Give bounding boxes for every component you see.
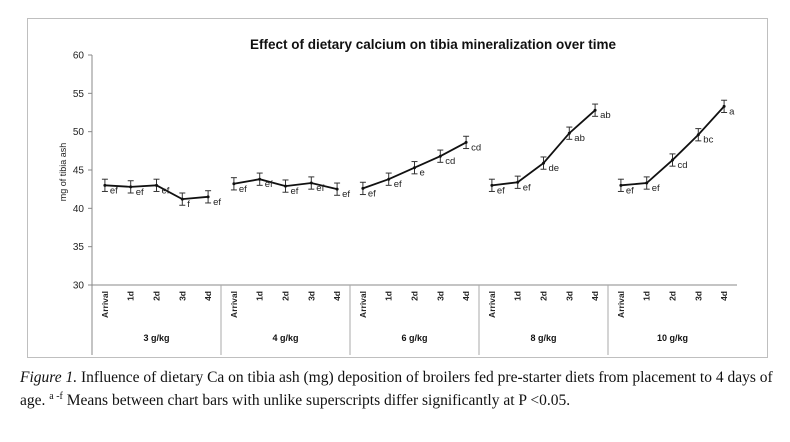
data-point <box>567 131 571 135</box>
data-point <box>593 108 597 112</box>
y-axis-label: mg of tibia ash <box>58 143 68 202</box>
significance-letter: a <box>729 106 735 117</box>
group-label: 10 g/kg <box>657 333 688 343</box>
x-category-label: Arrival <box>100 291 110 318</box>
caption-text-1: Influence of dietary Ca on tibia ash (mg… <box>20 369 773 410</box>
x-category-label: 2d <box>539 291 549 301</box>
x-category-label: 3d <box>693 291 703 301</box>
caption-superscript: a -f <box>49 391 63 402</box>
significance-letter: ef <box>213 197 221 208</box>
x-category-label: 3d <box>306 291 316 301</box>
data-point <box>335 187 339 191</box>
x-category-label: Arrival <box>358 291 368 318</box>
x-category-label: 3d <box>177 291 187 301</box>
x-category-label: 4d <box>203 291 213 301</box>
data-point <box>490 183 494 187</box>
data-point <box>696 133 700 137</box>
data-point <box>542 161 545 165</box>
significance-letter: cd <box>445 156 455 167</box>
significance-letter: ab <box>600 110 611 121</box>
x-category-label: 3d <box>435 291 445 301</box>
x-category-label: 1d <box>126 291 136 301</box>
chart-title: Effect of dietary calcium on tibia miner… <box>250 37 617 52</box>
data-point <box>103 183 107 187</box>
significance-letter: ef <box>342 189 350 200</box>
x-category-label: 4d <box>719 291 729 301</box>
group-label: 4 g/kg <box>272 333 298 343</box>
data-point <box>516 180 520 184</box>
data-point <box>361 186 365 190</box>
data-point <box>155 183 158 187</box>
group-label: 3 g/kg <box>143 333 169 343</box>
significance-letter: ef <box>368 188 376 199</box>
x-category-label: Arrival <box>229 291 239 318</box>
significance-letter: ef <box>523 182 531 193</box>
series-line <box>620 105 725 187</box>
significance-letter: de <box>549 163 560 174</box>
significance-letter: ef <box>162 185 170 196</box>
data-point <box>284 184 287 188</box>
x-category-label: 2d <box>668 291 678 301</box>
data-point <box>129 185 133 189</box>
significance-letter: ef <box>497 185 505 196</box>
x-category-label: 1d <box>513 291 523 301</box>
y-tick-label: 30 <box>73 281 85 292</box>
data-point <box>464 140 468 144</box>
x-category-label: 3d <box>564 291 574 301</box>
x-category-label: 4d <box>590 291 600 301</box>
significance-letter: ef <box>136 187 144 198</box>
chart: Effect of dietary calcium on tibia miner… <box>58 37 737 355</box>
figure-caption: Figure 1. Influence of dietary Ca on tib… <box>20 368 780 410</box>
significance-letter: f <box>187 199 190 210</box>
significance-letter: ef <box>239 184 247 195</box>
y-tick-label: 55 <box>73 89 85 100</box>
data-point <box>232 182 236 186</box>
x-category-label: 4d <box>332 291 342 301</box>
data-point <box>619 183 623 187</box>
x-category-label: 2d <box>410 291 420 301</box>
data-point <box>180 197 184 201</box>
x-category-label: 1d <box>384 291 394 301</box>
significance-letter: cd <box>678 160 688 171</box>
x-category-label: Arrival <box>487 291 497 318</box>
significance-letter: ef <box>110 185 118 196</box>
significance-letter: bc <box>703 135 713 146</box>
y-tick-label: 35 <box>73 242 85 253</box>
data-point <box>413 166 416 170</box>
significance-letter: ef <box>265 179 273 190</box>
data-point <box>387 177 391 181</box>
data-point <box>206 195 210 199</box>
data-point <box>309 181 313 185</box>
x-category-label: 2d <box>281 291 291 301</box>
data-point <box>438 154 442 158</box>
x-category-label: 1d <box>255 291 265 301</box>
data-point <box>671 158 674 162</box>
chart-frame <box>27 18 768 358</box>
x-category-label: 2d <box>152 291 162 301</box>
series-line <box>491 109 596 187</box>
y-tick-label: 40 <box>73 204 85 215</box>
data-point <box>258 177 262 181</box>
significance-letter: ef <box>291 186 299 197</box>
caption-text-2: Means between chart bars with unlike sup… <box>66 392 571 410</box>
group-label: 6 g/kg <box>401 333 427 343</box>
significance-letter: e <box>420 168 425 179</box>
significance-letter: ef <box>652 183 660 194</box>
significance-letter: ef <box>626 185 634 196</box>
significance-letter: cd <box>471 142 481 153</box>
y-tick-label: 45 <box>73 166 85 177</box>
data-point <box>722 104 726 108</box>
y-tick-label: 60 <box>73 51 85 62</box>
x-category-label: Arrival <box>616 291 626 318</box>
significance-letter: ab <box>574 133 585 144</box>
caption-figure-label: Figure 1. <box>20 369 78 386</box>
x-category-label: 4d <box>461 291 471 301</box>
y-tick-label: 50 <box>73 127 85 138</box>
data-point <box>645 181 649 185</box>
significance-letter: ef <box>316 183 324 194</box>
significance-letter: ef <box>394 179 402 190</box>
group-label: 8 g/kg <box>530 333 556 343</box>
x-category-label: 1d <box>642 291 652 301</box>
